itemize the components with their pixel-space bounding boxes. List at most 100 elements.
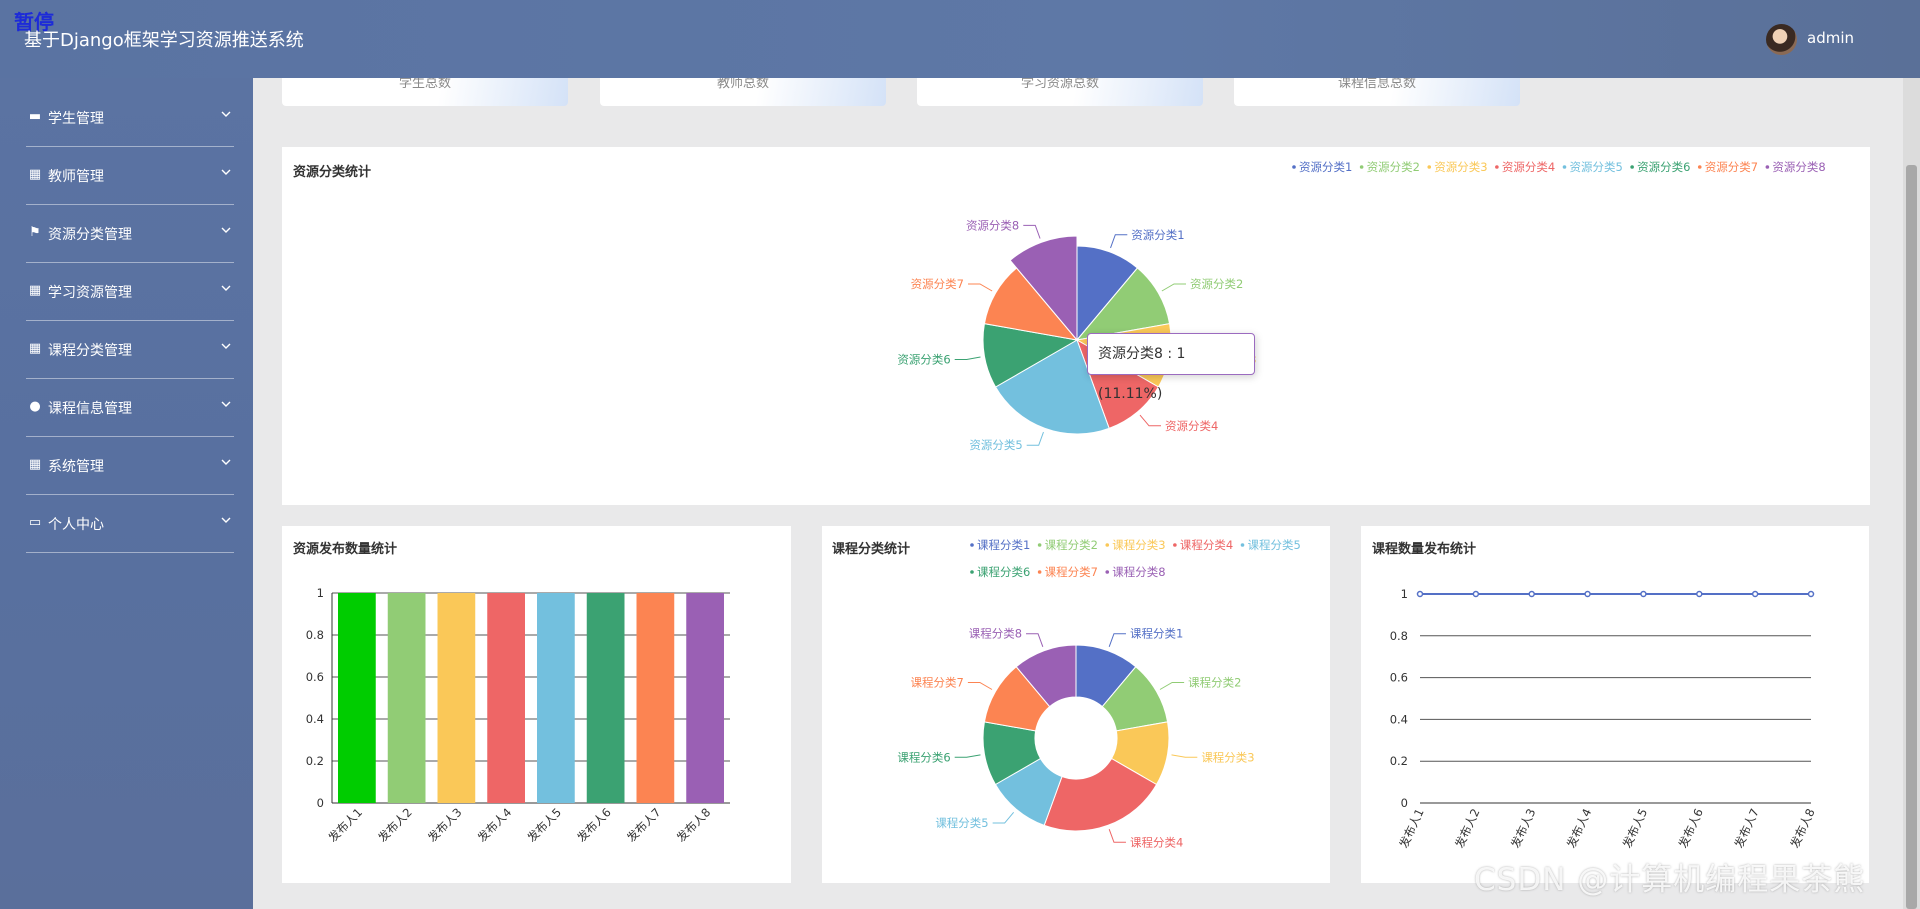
- x-tick-label: 发布人2: [375, 805, 414, 844]
- x-tick-label: 发布人3: [425, 805, 464, 844]
- chart-title: 课程数量发布统计: [1372, 542, 1477, 557]
- x-tick-label: 发布人8: [674, 805, 713, 844]
- sidebar-item-label: 教师管理: [48, 169, 104, 185]
- chevron-down-icon: [221, 517, 231, 523]
- legend-item: 课程分类5: [1248, 538, 1301, 552]
- bar: [387, 593, 426, 803]
- chat-icon: ▬: [28, 109, 42, 124]
- sidebar-item[interactable]: ▦ 学习资源管理: [0, 262, 253, 320]
- legend-marker: [970, 543, 974, 547]
- sidebar-divider: [26, 552, 234, 553]
- flag-icon: ⚑: [29, 225, 41, 240]
- sidebar-divider: [26, 378, 234, 379]
- data-point: [1640, 590, 1647, 598]
- pie-label-line: [1108, 633, 1126, 648]
- sidebar-item[interactable]: ▬ 学生管理: [0, 88, 253, 146]
- sidebar-divider: [26, 436, 234, 437]
- legend-marker: [970, 570, 974, 574]
- sidebar-item-label: 学习资源管理: [48, 285, 132, 301]
- legend-item: 课程分类3: [1112, 538, 1165, 552]
- watermark-text: CSDN @计算机编程果茶熊: [1474, 862, 1866, 898]
- stat-label: 学习资源总数: [1020, 78, 1099, 91]
- y-tick-label: 0.2: [306, 754, 324, 768]
- sidebar-divider: [26, 320, 234, 321]
- app-title: 基于Django框架学习资源推送系统: [24, 30, 304, 51]
- y-tick-label: 0.6: [1390, 671, 1408, 685]
- pie-slice-label: 资源分类7: [911, 277, 964, 291]
- pie-slice-label: 课程分类6: [897, 750, 950, 764]
- pie-label-line: [1161, 283, 1186, 292]
- legend-marker: [1630, 165, 1634, 169]
- pie-slice-label: 课程分类3: [1201, 750, 1254, 764]
- x-tick-label: 发布人5: [1620, 806, 1650, 850]
- bar: [537, 593, 575, 803]
- chevron-down-icon: [221, 285, 231, 291]
- pie-slice-label: 资源分类1: [1131, 228, 1184, 242]
- legend-marker: [1427, 165, 1432, 169]
- y-tick-label: 0.8: [306, 628, 324, 642]
- x-tick-label: 发布人3: [1508, 806, 1538, 850]
- y-tick-label: 1: [317, 586, 324, 600]
- x-tick-label: 发布人4: [1564, 806, 1594, 850]
- sidebar-divider: [26, 262, 234, 263]
- bar: [437, 593, 476, 803]
- pie-label-line: [954, 356, 981, 360]
- x-tick-label: 发布人7: [624, 805, 663, 844]
- sidebar-divider: [26, 146, 234, 147]
- user-name[interactable]: admin: [1807, 29, 1854, 47]
- pie-slice: [983, 267, 1079, 341]
- sidebar-item[interactable]: ▦ 课程分类管理: [0, 320, 253, 378]
- data-point: [1416, 590, 1424, 598]
- sidebar-item[interactable]: ⚑ 资源分类管理: [0, 204, 253, 262]
- resource-category-pie-chart: 资源分类1 资源分类2 资源分类3 资源分类4 资源分类5 资源分类6 资源分类7 资源分类8…: [897, 160, 1825, 452]
- pie-slice-label: 课程分类7: [911, 676, 964, 690]
- pie-label-line: [968, 283, 993, 292]
- page-scrollbar-thumb[interactable]: [1906, 165, 1917, 909]
- chevron-down-icon: [221, 169, 231, 175]
- legend-item: 资源分类2: [1367, 160, 1420, 174]
- chart-title: 资源分类统计: [293, 165, 372, 180]
- sidebar-item[interactable]: ▦ 教师管理: [0, 146, 253, 204]
- data-point: [1807, 590, 1815, 598]
- grid-icon: ▦: [28, 167, 42, 182]
- legend-marker: [1037, 543, 1042, 547]
- pie-slice-label: 资源分类5: [969, 438, 1022, 452]
- pie-label-line: [1026, 633, 1044, 648]
- chevron-down-icon: [221, 227, 231, 233]
- bar: [338, 593, 376, 803]
- y-tick-label: 0.8: [1390, 629, 1408, 643]
- y-tick-label: 0.4: [306, 712, 324, 726]
- legend-item: 资源分类7: [1705, 160, 1758, 174]
- chevron-down-icon: [221, 343, 231, 349]
- sidebar-item[interactable]: ▦ 系统管理: [0, 436, 253, 494]
- pie-label-line: [1139, 414, 1161, 427]
- sidebar-item[interactable]: ▭ 个人中心: [0, 494, 253, 552]
- x-tick-label: 发布人4: [475, 805, 514, 844]
- pie-slice-label: 课程分类5: [935, 816, 988, 830]
- y-tick-label: 0.6: [306, 670, 324, 684]
- legend-item: 资源分类3: [1434, 160, 1487, 174]
- pie-label-line: [1023, 224, 1041, 239]
- stat-label: 教师总数: [716, 78, 769, 91]
- chevron-down-icon: [221, 459, 231, 465]
- sidebar-divider: [26, 494, 234, 495]
- pie-label-line: [1026, 431, 1044, 446]
- stat-card-students: 学生总数: [282, 78, 568, 106]
- legend-item: 资源分类4: [1502, 160, 1555, 174]
- legend-marker: [1562, 165, 1567, 169]
- pie-slice: [1043, 757, 1158, 832]
- stat-label: 学生总数: [398, 78, 451, 91]
- data-point: [1751, 590, 1759, 598]
- pie-slice: [1009, 235, 1078, 342]
- chevron-down-icon: [221, 111, 231, 117]
- legend-marker: [1697, 165, 1702, 169]
- sidebar-item[interactable]: ● 课程信息管理: [0, 378, 253, 436]
- legend-marker: [1105, 570, 1110, 574]
- legend-marker: [1359, 165, 1364, 169]
- bar: [686, 593, 724, 803]
- pause-label: 暂停: [14, 10, 54, 34]
- resource-category-chart-card: 资源分类统计 资源分类1资源分类2资源分类3资源分类4资源分类5资源分类6资源分…: [282, 147, 1870, 505]
- sidebar: ▬ 学生管理 ▦ 教师管理 ⚑ 资源分类管理 ▦ 学习资源管理 ▦ 课程分类管理 ● 课程信息管理 ▦ 系…: [0, 78, 253, 909]
- user-avatar[interactable]: [1766, 24, 1797, 55]
- calendar-icon: ▭: [28, 515, 42, 530]
